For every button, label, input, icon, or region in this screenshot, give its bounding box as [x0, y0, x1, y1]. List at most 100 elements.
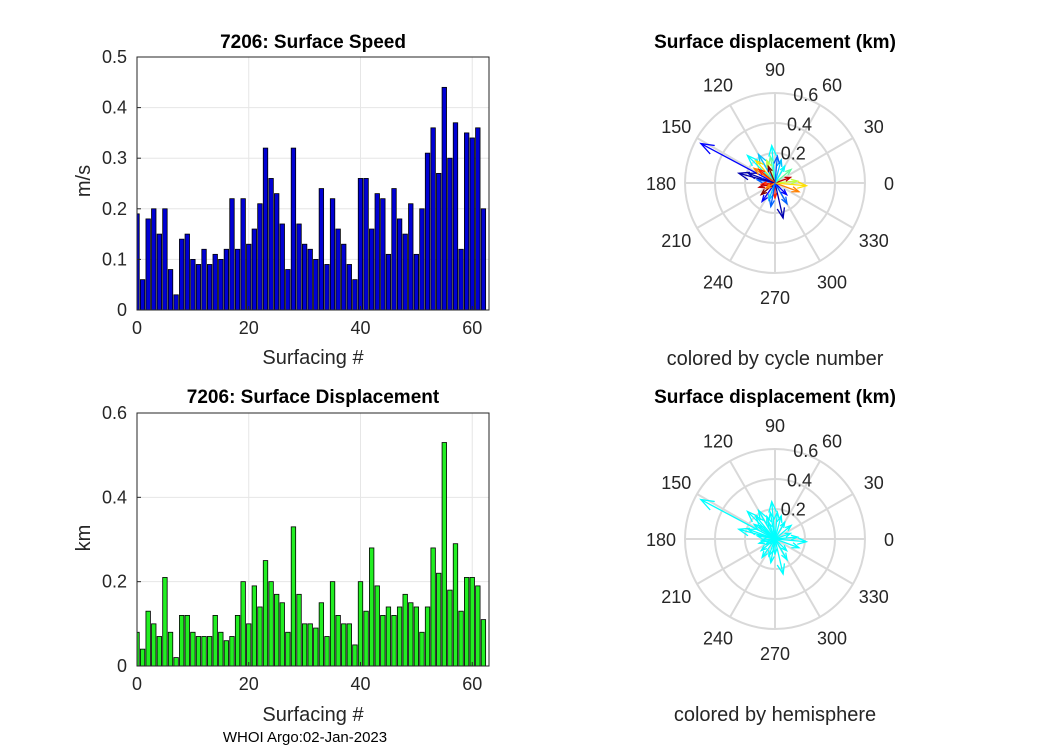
y-tick-label: 0.2 [102, 572, 127, 592]
bar [318, 602, 325, 667]
bar [447, 157, 453, 311]
bar [380, 198, 386, 311]
bar [318, 188, 325, 311]
displacement-arrow [774, 537, 809, 545]
bar [402, 593, 408, 667]
displacement-arrow [774, 182, 789, 197]
bar [279, 223, 285, 311]
bar [240, 198, 246, 311]
bar [151, 208, 157, 311]
displacement-arrow [773, 510, 781, 540]
y-tick-label: 0.3 [102, 148, 127, 168]
bar [229, 636, 235, 667]
y-tick-label: 0.2 [102, 199, 127, 219]
bar [374, 193, 380, 311]
bar [352, 279, 358, 311]
bar [335, 615, 341, 667]
bar [346, 623, 352, 667]
y-tick-label: 0.4 [102, 98, 127, 118]
bar [257, 203, 263, 311]
displacement-arrow [774, 538, 786, 576]
bar [402, 233, 408, 311]
displacement-arrow [774, 157, 783, 184]
bar [290, 147, 297, 311]
bar [268, 178, 274, 311]
bar [162, 208, 168, 311]
bar [324, 264, 330, 311]
bar [475, 127, 481, 311]
bar [179, 615, 185, 667]
displacement-bar-chart: 7206: Surface Displacement Surfacing # k… [73, 387, 490, 726]
displacement-arrow [768, 538, 776, 565]
polar-spoke [729, 538, 776, 618]
bar [184, 233, 190, 311]
bar [268, 581, 274, 667]
speed-chart-axes-box [136, 56, 490, 311]
polar-hemisphere-labels: 0 30 60 90 120 150 180 210 240 270 300 330 0.2 0.4 0.6 [646, 416, 894, 664]
displacement-chart-axes-box [136, 412, 490, 667]
displacement-arrow [774, 538, 788, 562]
radius-label: 0.6 [793, 441, 818, 461]
bar [357, 178, 364, 311]
bar [469, 577, 475, 667]
bar [139, 279, 146, 311]
polar-hemisphere-chart: Surface displacement (km) 0 30 60 90 120 150 1… [646, 387, 896, 726]
speed-chart-ticks: 0 20 40 60 0 0.1 0.2 0.3 0.4 0.5 [102, 47, 482, 338]
displacement-chart-title: 7206: Surface Displacement [187, 387, 440, 408]
bar [369, 228, 375, 311]
angle-label: 180 [646, 174, 676, 194]
bar [184, 615, 190, 667]
bar [285, 631, 291, 667]
bar [413, 253, 419, 311]
bar [374, 585, 380, 667]
bar [296, 593, 302, 667]
angle-label: 270 [760, 288, 790, 308]
angle-label: 330 [859, 231, 889, 251]
bar [240, 581, 246, 667]
radius-label: 0.4 [787, 470, 812, 490]
polar-spoke [729, 182, 776, 262]
bar [391, 615, 397, 667]
speed-chart-xlabel: Surfacing # [262, 347, 364, 369]
y-tick-label: 0 [117, 300, 127, 320]
bar [285, 269, 291, 311]
bar [206, 264, 213, 311]
bar [307, 248, 313, 311]
bar [290, 526, 297, 667]
angle-label: 120 [703, 431, 733, 451]
x-tick-label: 0 [132, 318, 142, 338]
displacement-arrow [699, 498, 776, 540]
displacement-chart-ticks: 0 20 40 60 0 0.2 0.4 0.6 [102, 403, 482, 694]
radius-label: 0.4 [787, 114, 812, 134]
angle-label: 60 [822, 431, 842, 451]
angle-label: 90 [765, 60, 785, 80]
bar [279, 602, 285, 667]
angle-label: 300 [817, 273, 847, 293]
radius-label: 0.2 [781, 500, 806, 520]
displacement-arrow [774, 182, 786, 220]
axis-clip-cover [129, 413, 137, 667]
polar-spoke [774, 493, 854, 540]
bar [324, 636, 330, 667]
displacement-arrow [757, 508, 776, 540]
bar [145, 218, 151, 311]
speed-bar-chart: 7206: Surface Speed Surfacing # m/s 0 20 4… [73, 32, 490, 369]
bar [385, 253, 392, 311]
polar-hemisphere-title: Surface displacement (km) [654, 387, 896, 408]
bar [223, 248, 230, 311]
bar [363, 178, 369, 311]
angle-label: 0 [884, 174, 894, 194]
bar [201, 248, 207, 311]
bar [464, 132, 470, 311]
bar [447, 589, 453, 667]
angle-label: 0 [884, 530, 894, 550]
bar [195, 264, 202, 311]
x-tick-label: 40 [350, 674, 370, 694]
bar [352, 644, 358, 667]
bar [296, 223, 302, 311]
bar [218, 258, 224, 311]
x-tick-label: 20 [239, 318, 259, 338]
bar [396, 606, 403, 667]
bar [195, 636, 202, 667]
